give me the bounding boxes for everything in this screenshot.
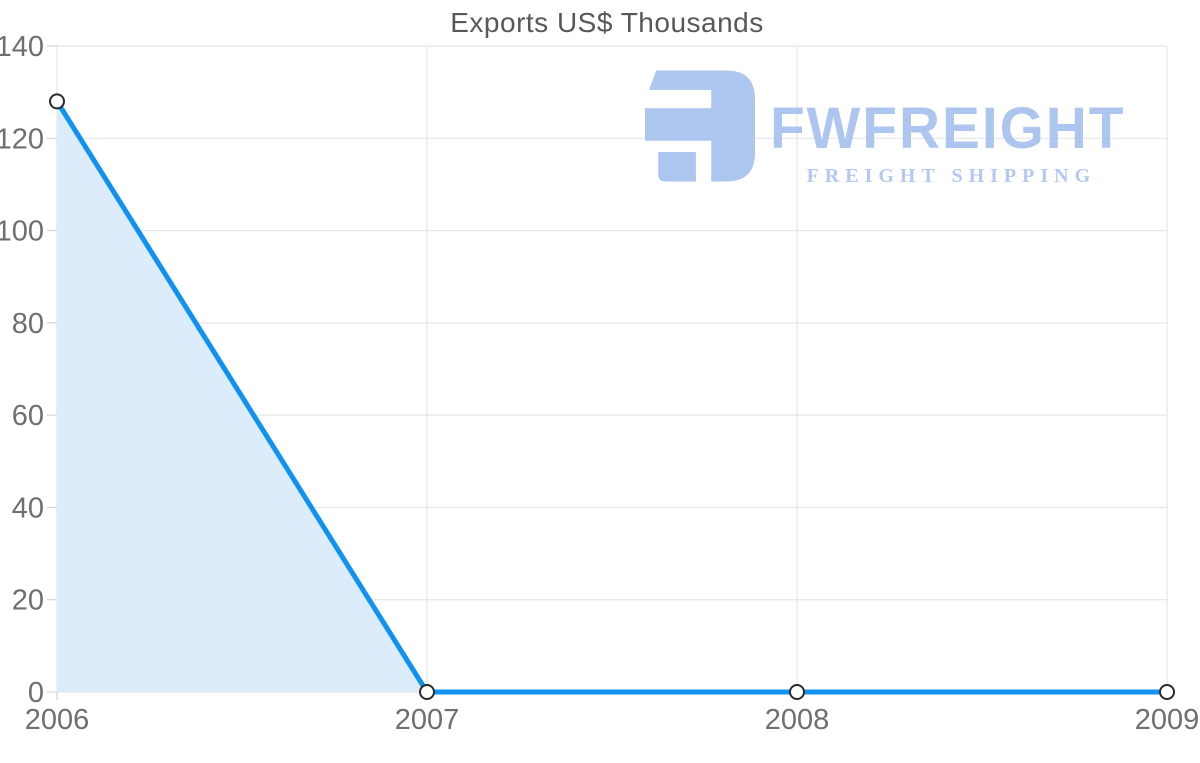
y-axis-label: 100: [0, 216, 44, 248]
x-axis-label: 2007: [395, 704, 460, 736]
x-axis-label: 2006: [25, 704, 90, 736]
y-axis-label: 80: [12, 308, 44, 340]
data-point-marker-2009[interactable]: [1159, 684, 1175, 700]
data-point-marker-2008[interactable]: [789, 684, 805, 700]
y-axis-label: 60: [12, 400, 44, 432]
area-fill: [57, 101, 1167, 692]
x-axis-label: 2009: [1135, 704, 1200, 736]
data-point-marker-2006[interactable]: [49, 93, 65, 110]
exports-line: [54, 98, 1170, 695]
y-axis-label: 140: [0, 31, 44, 63]
y-axis-label: 120: [0, 123, 44, 155]
x-axis-label: 2008: [765, 704, 830, 736]
y-axis-label: 0: [28, 677, 44, 709]
chart-title: Exports US$ Thousands: [450, 7, 764, 38]
y-axis-label: 40: [12, 492, 44, 524]
data-point-marker-2007[interactable]: [419, 684, 435, 700]
y-axis-label: 20: [12, 585, 44, 617]
